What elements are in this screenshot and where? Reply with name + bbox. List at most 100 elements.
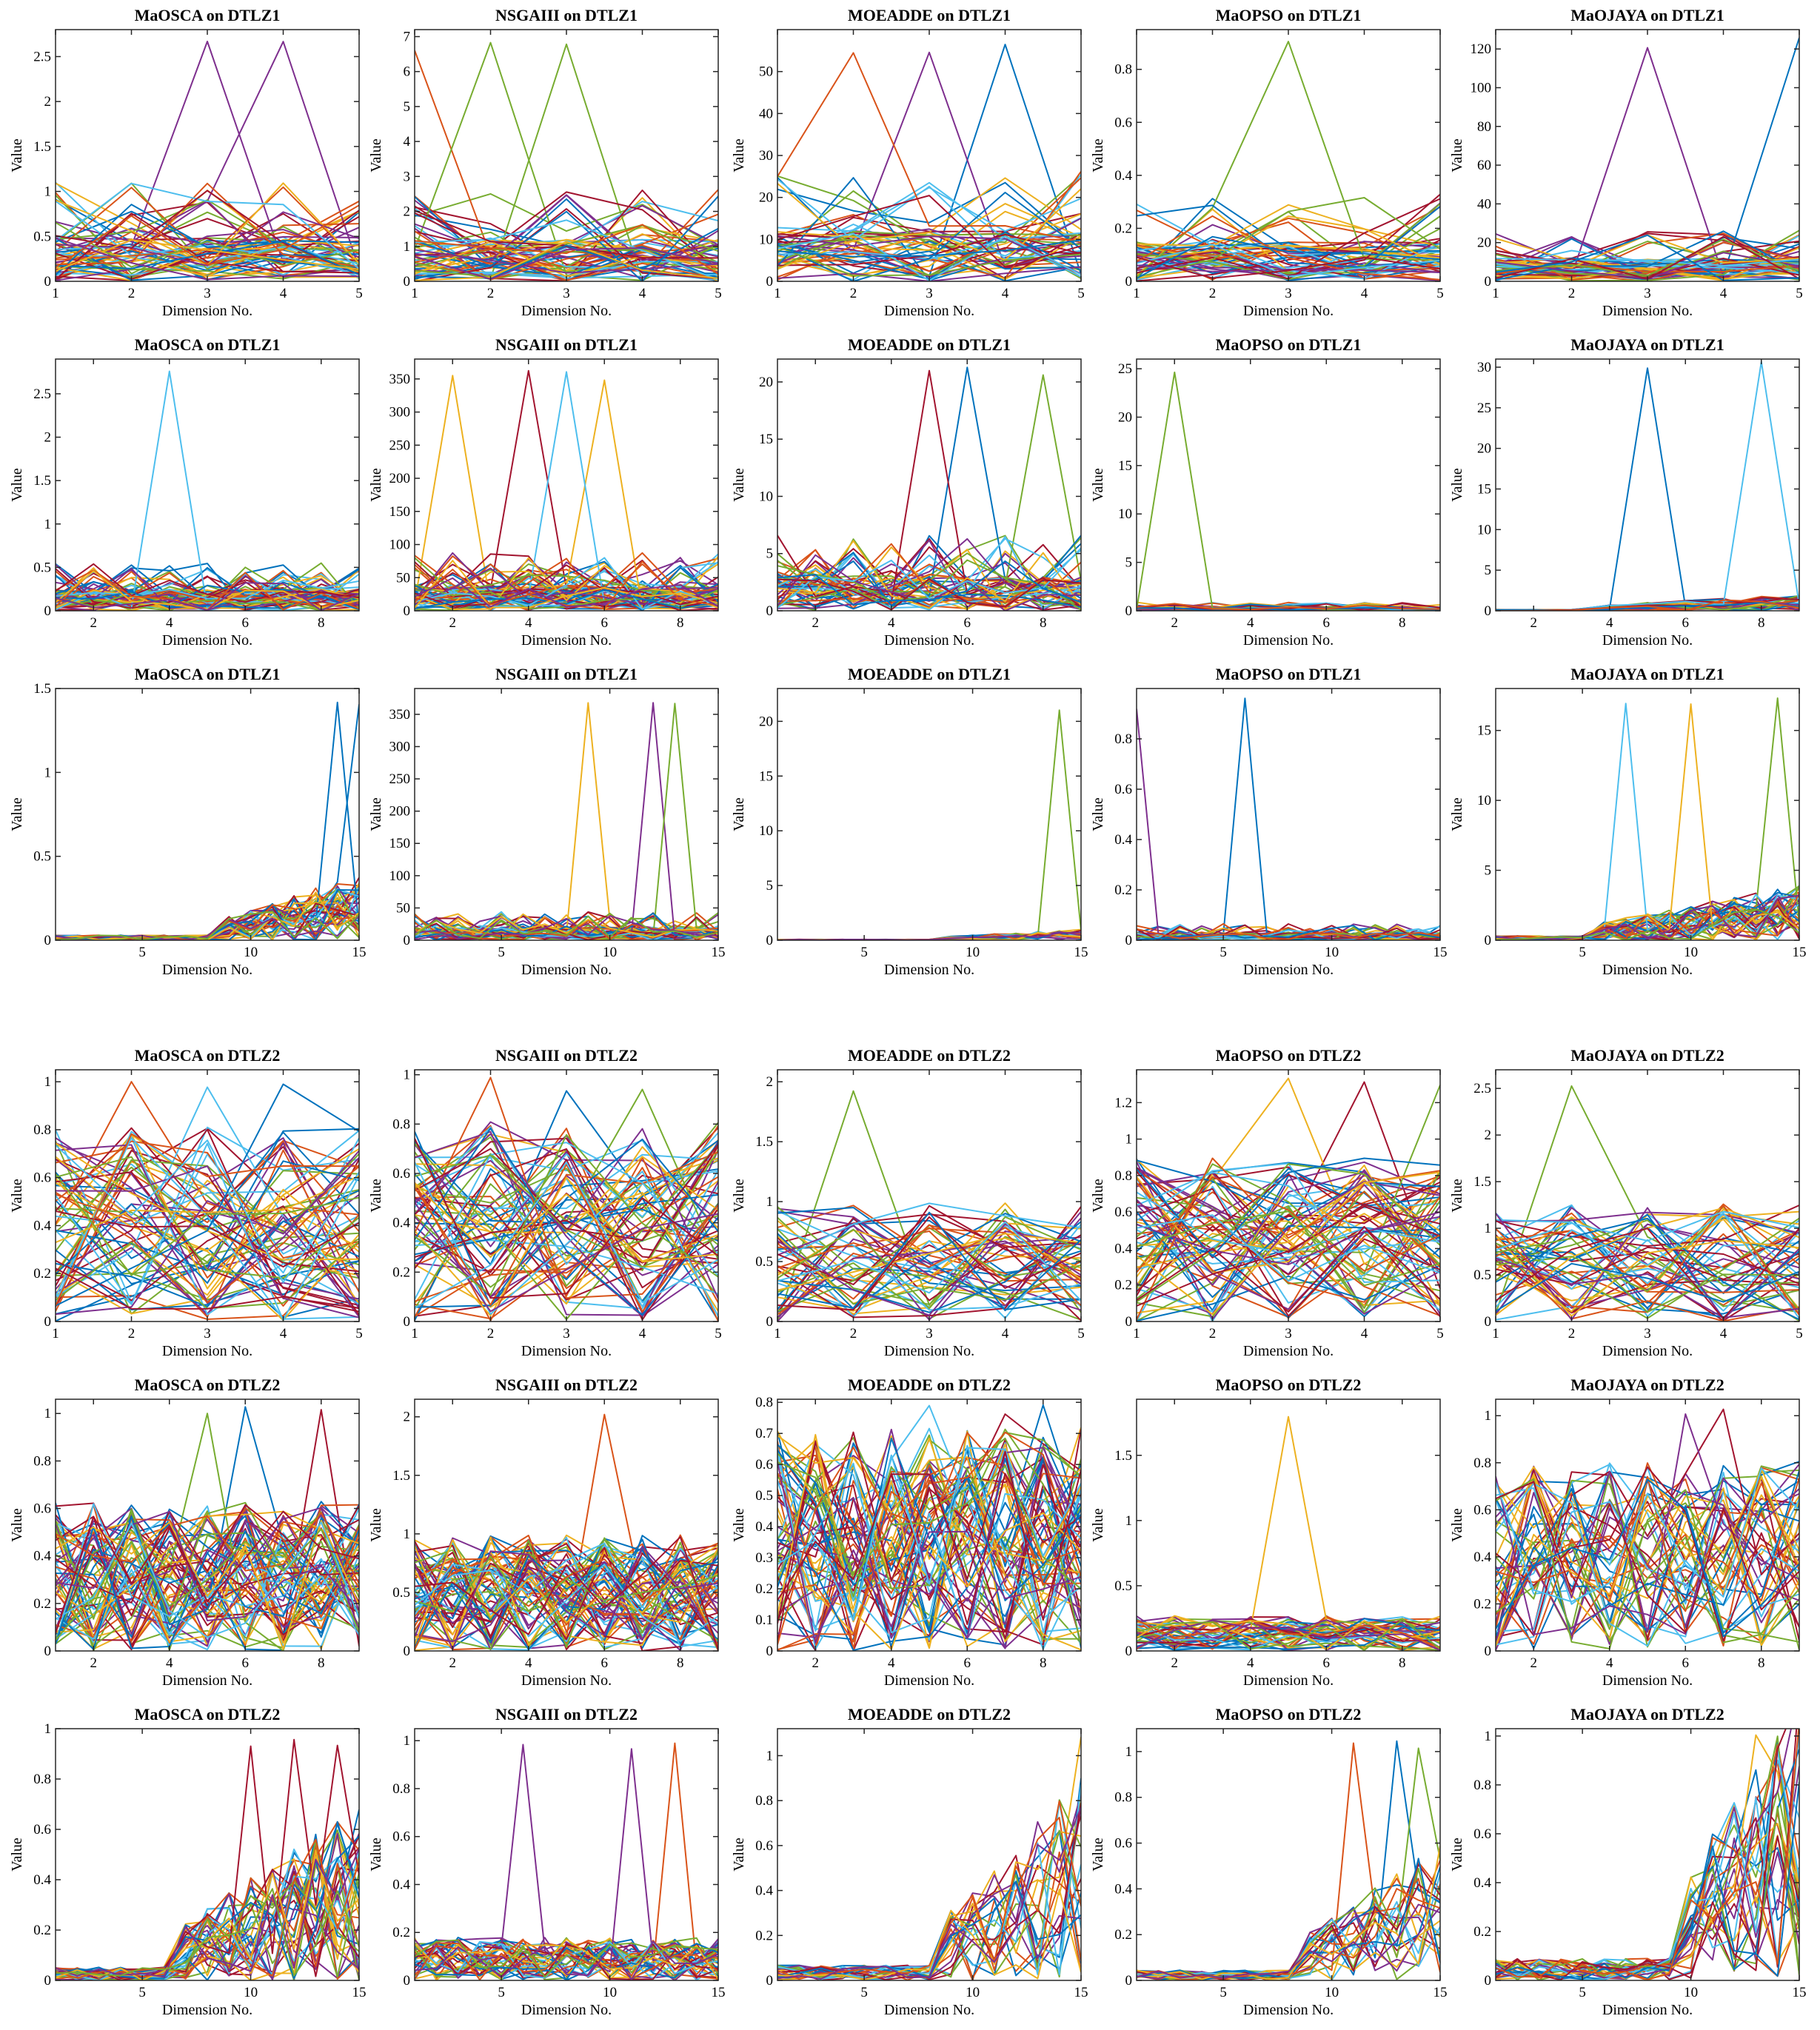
series-group xyxy=(1496,1085,1799,1321)
series-line xyxy=(56,241,359,275)
y-tick-label: 1.5 xyxy=(392,1468,410,1484)
x-tick-label: 4 xyxy=(166,1655,173,1671)
series-line xyxy=(56,1159,359,1312)
series-line xyxy=(415,1549,718,1638)
y-tick-label: 15 xyxy=(759,768,773,784)
axes-box xyxy=(1136,358,1441,612)
y-tick-label: 0.5 xyxy=(392,1585,410,1601)
series-line xyxy=(415,1176,718,1317)
series-line xyxy=(415,557,718,610)
y-axis-label: Value xyxy=(9,138,25,172)
series-line xyxy=(1496,1835,1799,1979)
subplot: MOEADDE on DTLZ2 1 2 3 4 5 0 0.5 1 1.5 2 Dimension … xyxy=(731,1046,1085,1359)
series-line xyxy=(56,1888,359,1977)
series-group xyxy=(415,702,718,940)
series-line xyxy=(1137,1264,1440,1321)
series-line xyxy=(777,1432,1081,1651)
series-line xyxy=(777,1450,1081,1621)
series-group xyxy=(1137,1416,1440,1651)
series-line xyxy=(777,1216,1081,1310)
subplot: MaOPSO on DTLZ2 1 2 3 4 5 0 0.2 0.4 0.6 0.8 1 1.2 Dim… xyxy=(1090,1046,1444,1359)
y-axis-label: Value xyxy=(1090,468,1106,502)
y-tick-label: 0.5 xyxy=(1114,1578,1132,1594)
series-line xyxy=(56,1083,359,1307)
x-tick-label: 2 xyxy=(1568,286,1576,301)
y-tick-label: 0.6 xyxy=(392,1829,410,1845)
x-axis-label: Dimension No. xyxy=(162,2002,252,2018)
x-tick-label: 1 xyxy=(774,1326,781,1341)
y-tick-label: 0.8 xyxy=(1114,1168,1132,1184)
subplot-title: MaOPSO on DTLZ2 xyxy=(1216,1705,1362,1724)
series-line xyxy=(1137,1619,1440,1647)
subplot-title: MaOJAYA on DTLZ2 xyxy=(1570,1705,1724,1724)
x-tick-label: 1 xyxy=(411,286,418,301)
series-line xyxy=(56,1220,359,1307)
x-tick-label: 5 xyxy=(1220,945,1227,960)
series-line xyxy=(1137,1226,1440,1313)
series-line xyxy=(1137,1157,1440,1258)
y-axis-label: Value xyxy=(368,1508,384,1542)
x-tick-label: 3 xyxy=(204,1326,211,1341)
y-tick-label: 1 xyxy=(44,1074,52,1090)
subplot-title: NSGAIII on DTLZ2 xyxy=(495,1046,638,1065)
y-tick-label: 20 xyxy=(759,714,773,729)
y-tick-label: 80 xyxy=(1477,119,1491,135)
subplot: MaOSCA on DTLZ1 1 2 3 4 5 0 0.5 1 1.5 2 2.5 Dimensio… xyxy=(9,6,363,319)
y-tick-label: 0 xyxy=(1485,1973,1492,1989)
series-line xyxy=(1137,244,1440,261)
series-line xyxy=(415,1156,718,1233)
y-tick-label: 0 xyxy=(1125,274,1133,289)
y-tick-label: 0 xyxy=(766,274,774,289)
x-tick-label: 5 xyxy=(498,945,505,960)
series-line xyxy=(415,1142,718,1300)
axes-box xyxy=(1495,1398,1800,1652)
series-line xyxy=(777,1800,1081,1980)
series-line xyxy=(1496,234,1799,281)
x-tick-label: 8 xyxy=(1399,1655,1406,1671)
series-line xyxy=(1496,1257,1799,1309)
x-tick-label: 6 xyxy=(1323,615,1331,631)
x-tick-label: 6 xyxy=(964,1655,971,1671)
x-tick-label: 2 xyxy=(1530,1655,1538,1671)
series-line xyxy=(777,1217,1081,1321)
series-line xyxy=(1137,1200,1440,1313)
series-line xyxy=(777,1464,1081,1646)
series-line xyxy=(1496,1235,1799,1317)
y-tick-label: 5 xyxy=(1485,863,1492,879)
series-line xyxy=(56,1150,359,1279)
y-tick-label: 10 xyxy=(1477,522,1491,537)
x-tick-label: 10 xyxy=(244,945,258,960)
x-tick-label: 6 xyxy=(601,1655,609,1671)
y-tick-label: 2 xyxy=(44,94,52,110)
y-tick-label: 120 xyxy=(1471,41,1492,57)
series-group xyxy=(415,1413,718,1651)
x-tick-label: 5 xyxy=(138,945,146,960)
series-line xyxy=(56,182,359,268)
x-tick-label: 2 xyxy=(128,1326,136,1341)
y-tick-label: 40 xyxy=(1477,196,1491,212)
series-line xyxy=(415,1544,718,1645)
series-line xyxy=(777,1227,1081,1282)
y-tick-label: 0 xyxy=(44,1644,52,1659)
x-tick-label: 2 xyxy=(1209,286,1217,301)
series-line xyxy=(777,1444,1081,1649)
series-line xyxy=(415,1545,718,1650)
series-line xyxy=(56,187,359,259)
y-tick-label: 0.2 xyxy=(755,1928,773,1943)
y-tick-label: 0 xyxy=(1125,1644,1133,1659)
y-tick-label: 0.2 xyxy=(392,1925,410,1940)
x-tick-label: 1 xyxy=(774,286,781,301)
series-line xyxy=(415,1163,718,1313)
x-tick-label: 4 xyxy=(888,1655,895,1671)
x-tick-label: 8 xyxy=(318,615,325,631)
series-line xyxy=(777,178,1081,260)
y-tick-label: 0.4 xyxy=(1114,168,1132,184)
series-line xyxy=(1137,607,1440,611)
series-line xyxy=(777,1447,1081,1621)
plot-area xyxy=(1496,359,1799,611)
series-line xyxy=(56,1247,359,1321)
series-line xyxy=(56,1519,359,1643)
y-tick-label: 0 xyxy=(766,603,774,619)
x-tick-label: 1 xyxy=(52,1326,59,1341)
